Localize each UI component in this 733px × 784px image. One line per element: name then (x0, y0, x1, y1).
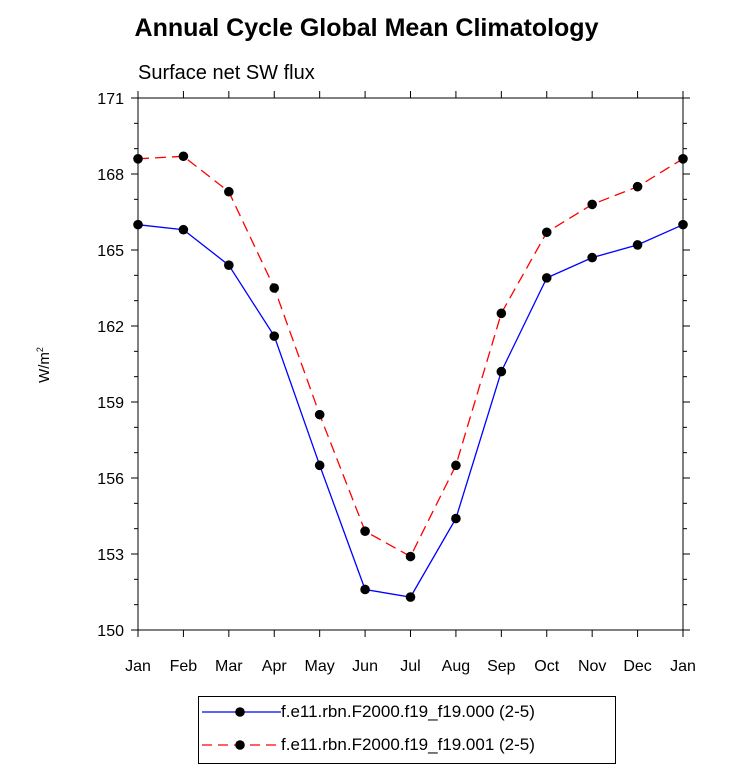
legend-swatch-series-2 (202, 740, 281, 750)
x-tick-label: Nov (578, 658, 606, 675)
data-point-series-2 (178, 151, 189, 162)
data-point-series-1 (587, 252, 597, 263)
x-tick-label: Feb (170, 658, 198, 675)
data-point-series-1 (405, 592, 416, 602)
data-point-series-2 (632, 181, 643, 192)
x-tick-label: Apr (262, 658, 288, 675)
data-point-series-2 (360, 526, 370, 536)
x-tick-label: Mar (215, 658, 243, 675)
legend: f.e11.rbn.F2000.f19_f19.000 (2-5) f.e11.… (198, 696, 616, 764)
series-line-2 (137, 155, 684, 558)
y-tick-label: 156 (97, 471, 124, 488)
data-point-series-1 (541, 273, 552, 283)
x-tick-label: Jan (125, 658, 151, 675)
data-point-series-2 (224, 186, 234, 197)
x-tick-label: Sep (487, 658, 516, 675)
data-point-series-1 (224, 260, 234, 271)
x-tick-label: Oct (534, 658, 559, 675)
x-tick-label: Dec (623, 658, 651, 675)
x-tick-label: Jul (400, 658, 420, 675)
y-tick-label: 168 (97, 167, 124, 184)
x-tick-label: May (305, 658, 335, 675)
series-line-1 (137, 224, 684, 598)
chart-title: Annual Cycle Global Mean Climatology (134, 14, 599, 42)
legend-label-series-2: f.e11.rbn.F2000.f19_f19.001 (2-5) (281, 735, 535, 754)
series-layer (133, 151, 688, 602)
chart-subtitle: Surface net SW flux (138, 62, 315, 84)
legend-item-series-2: f.e11.rbn.F2000.f19_f19.001 (2-5) (199, 730, 615, 760)
plot-frame (137, 97, 684, 631)
legend-item-series-1: f.e11.rbn.F2000.f19_f19.000 (2-5) (199, 697, 615, 727)
data-point-series-2 (587, 199, 597, 210)
data-point-series-1 (269, 331, 280, 341)
data-point-series-1 (496, 366, 507, 377)
y-tick-label: 165 (97, 243, 124, 260)
data-point-series-2 (269, 283, 280, 293)
legend-swatch-series-1 (202, 707, 281, 717)
data-point-series-1 (178, 224, 189, 235)
data-point-series-2 (451, 460, 461, 471)
y-tick-label: 162 (97, 319, 124, 336)
y-tick-label: 150 (97, 623, 124, 640)
x-tick-labels: Jan Feb Mar Apr May Jun Jul Aug Sep Oct Nov Dec Jan (125, 658, 696, 675)
y-tick-label: 153 (97, 547, 124, 564)
data-point-series-2 (541, 227, 552, 238)
data-point-series-1 (360, 584, 370, 595)
x-tick-label: Aug (442, 658, 470, 675)
data-point-series-2 (496, 308, 507, 319)
data-point-series-1 (314, 460, 325, 471)
chart-plot: 150 153 156 159 162 165 168 171 Jan Feb Mar Apr May… (97, 91, 696, 675)
x-tick-label: Jun (352, 658, 378, 675)
y-tick-label: 171 (97, 91, 124, 108)
y-tick-label: 159 (97, 395, 124, 412)
data-point-series-1 (451, 513, 461, 524)
data-point-series-1 (632, 240, 643, 250)
tick-marks (131, 91, 690, 637)
data-point-series-2 (405, 551, 416, 562)
y-tick-labels: 150 153 156 159 162 165 168 171 (97, 91, 124, 640)
legend-label-series-1: f.e11.rbn.F2000.f19_f19.000 (2-5) (281, 702, 535, 721)
data-point-series-2 (314, 409, 325, 420)
x-tick-label: Jan (670, 658, 696, 675)
